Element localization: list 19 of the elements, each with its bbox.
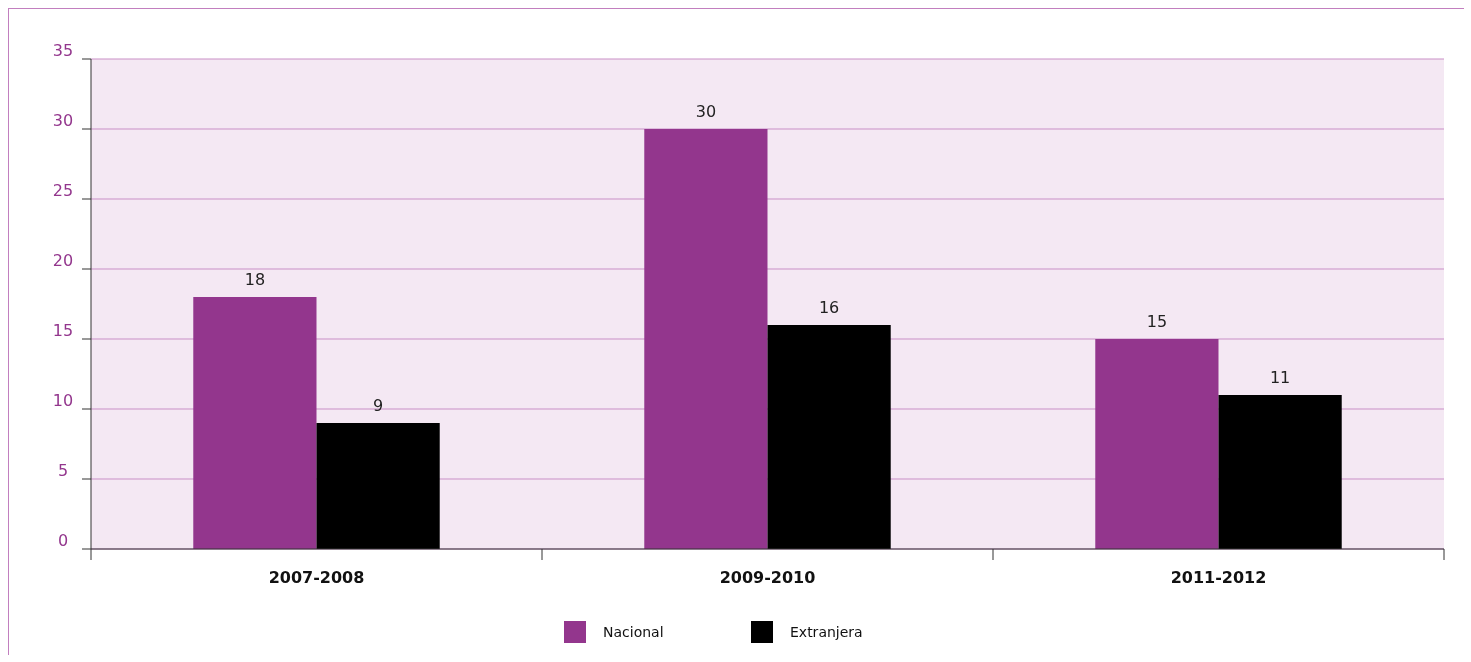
y-tick-label: 0 [57,530,69,550]
y-tick-label: 25 [52,180,74,200]
x-tick-label: 2011-2012 [1170,568,1267,587]
y-tick-label: 10 [52,390,74,410]
data-label: 9 [373,396,384,415]
y-tick-label: 20 [52,250,74,270]
x-tick-label: 2007-2008 [268,568,365,587]
y-tick-label: 5 [57,460,69,480]
y-tick-label: 30 [52,110,74,130]
data-label: 15 [1146,312,1168,331]
data-label: 11 [1269,368,1291,387]
data-label: 18 [244,270,266,289]
legend-label: Extranjera [790,624,863,640]
legend-label: Nacional [603,624,664,640]
data-label: 16 [818,298,840,317]
y-tick-label: 35 [52,40,74,60]
y-tick-label: 15 [52,320,74,340]
data-label: 30 [695,102,717,121]
x-tick-label: 2009-2010 [719,568,816,587]
